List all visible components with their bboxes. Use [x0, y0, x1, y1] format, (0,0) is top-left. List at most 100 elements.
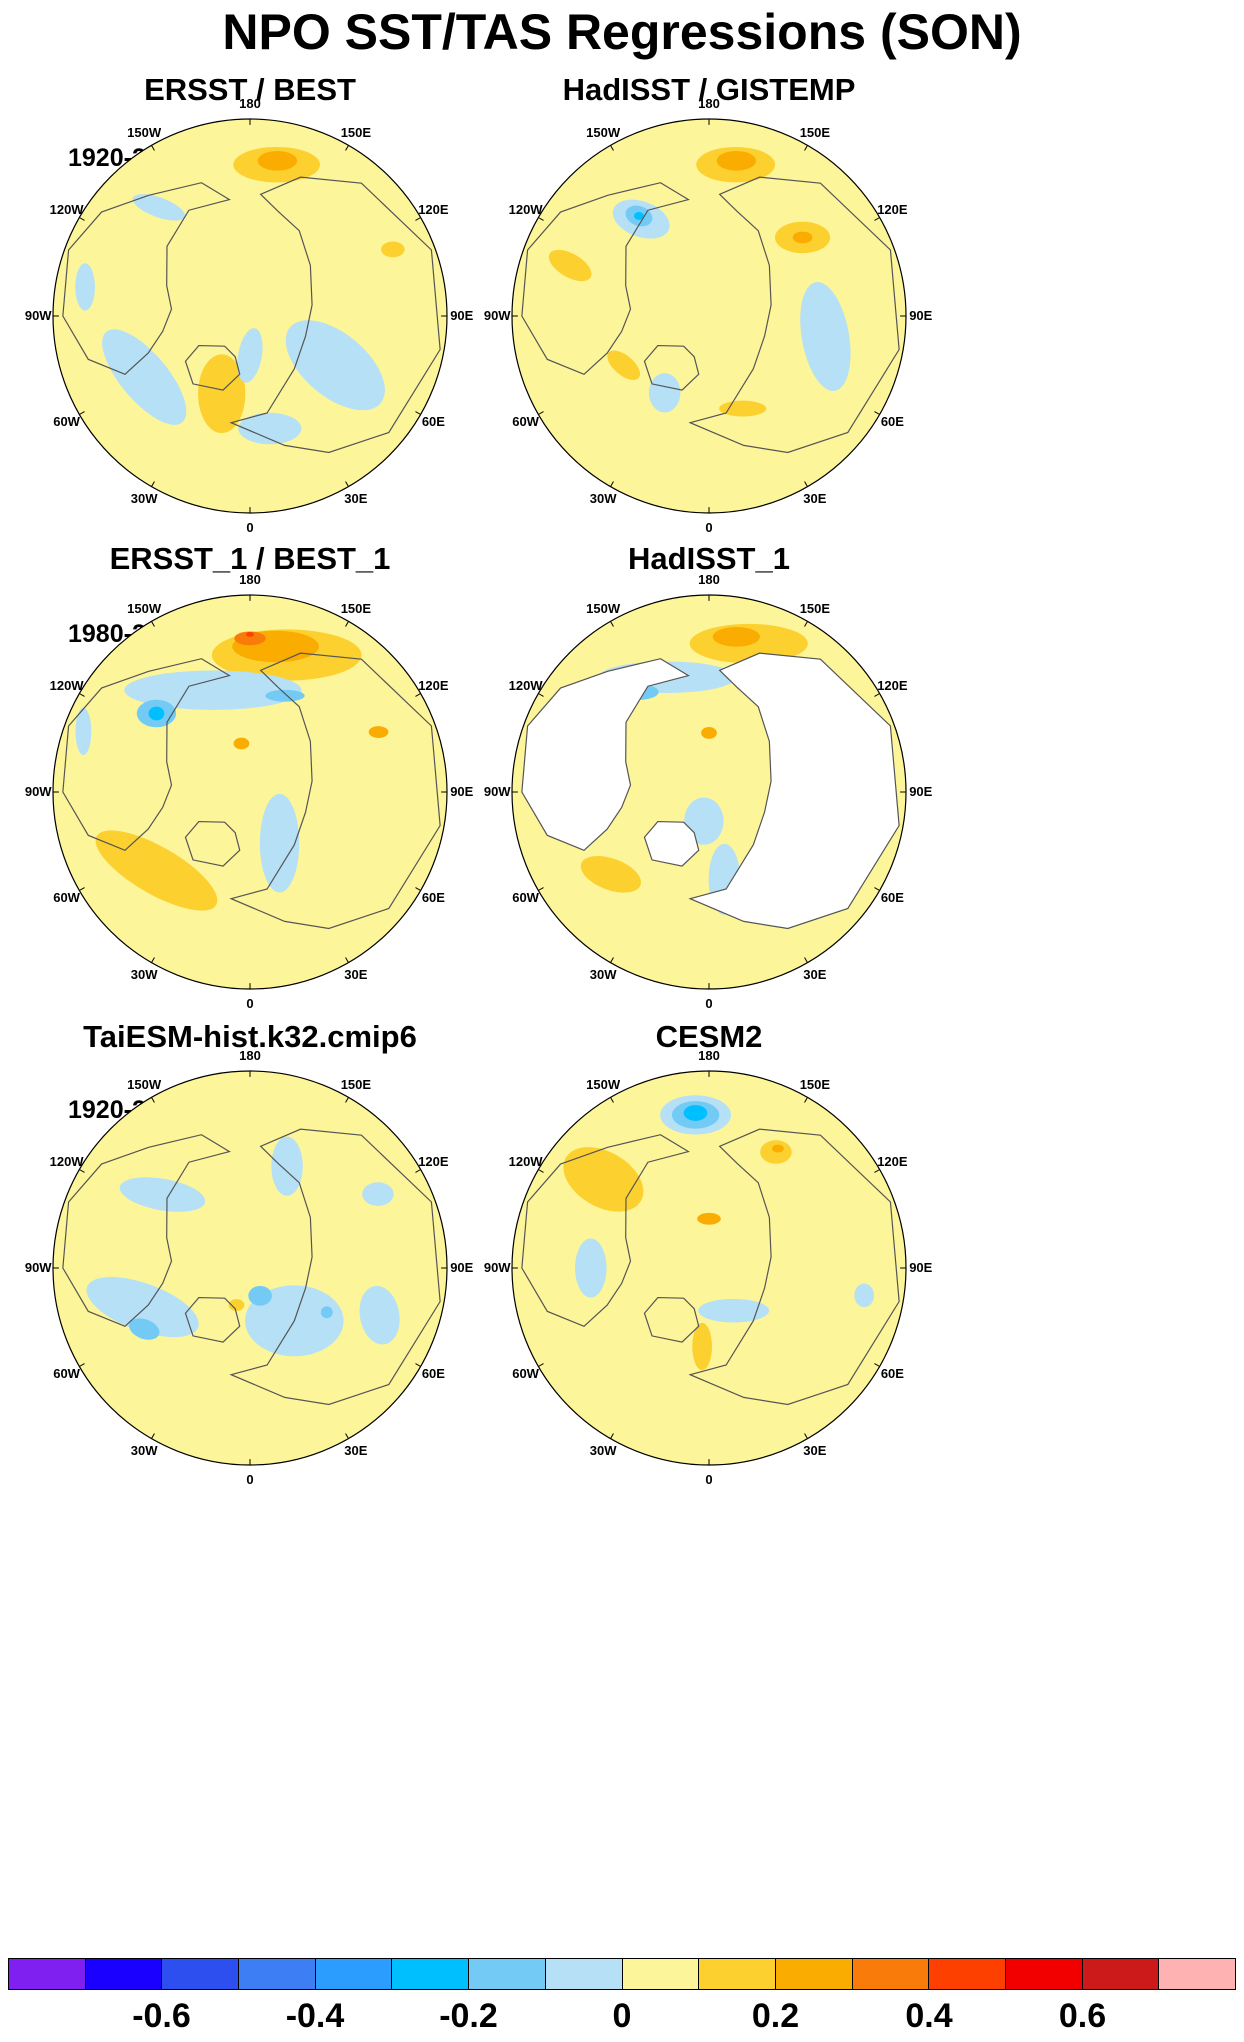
coastline	[688, 1128, 900, 1406]
polar-map	[52, 1070, 448, 1466]
coastline	[643, 1296, 700, 1343]
negative-anomaly	[102, 329, 187, 425]
longitude-label: 30E	[803, 967, 827, 983]
longitude-tick	[415, 411, 421, 415]
negative-anomaly	[248, 1285, 272, 1306]
longitude-tick	[610, 621, 614, 627]
positive-anomaly	[772, 1144, 784, 1153]
positive-anomaly	[368, 726, 389, 738]
coastline	[521, 658, 691, 851]
longitude-label: 60E	[880, 1365, 904, 1381]
longitude-label: 150E	[340, 1076, 372, 1092]
polar-map	[52, 118, 448, 514]
colorbar-swatch	[622, 1959, 700, 1989]
longitude-label: 30W	[589, 491, 617, 507]
positive-anomaly	[716, 150, 757, 171]
polar-map	[52, 594, 448, 990]
positive-anomaly	[548, 249, 592, 282]
longitude-tick	[151, 145, 155, 151]
longitude-label: 120E	[418, 678, 449, 694]
longitude-tick	[345, 957, 349, 963]
longitude-label: 120W	[508, 202, 543, 218]
longitude-label: 90W	[24, 784, 52, 799]
coastline	[688, 176, 900, 454]
colorbar	[8, 1958, 1236, 1990]
longitude-tick	[415, 693, 421, 697]
colorbar-swatch	[469, 1959, 546, 1989]
longitude-label: 150W	[127, 124, 162, 140]
longitude-tick	[804, 957, 808, 963]
longitude-label: 30W	[130, 1443, 158, 1459]
longitude-tick	[345, 1097, 349, 1103]
coastline	[184, 820, 241, 867]
longitude-label: 90W	[483, 1260, 511, 1275]
longitude-label: 0	[705, 995, 713, 1011]
coastline	[521, 182, 691, 375]
longitude-label: 0	[246, 519, 254, 535]
positive-anomaly	[697, 1212, 721, 1225]
longitude-tick	[610, 145, 614, 151]
longitude-label: 90E	[450, 784, 474, 799]
longitude-label: 90E	[909, 308, 933, 323]
panel-title: ERSST / BEST	[144, 72, 356, 107]
positive-anomaly	[381, 241, 405, 258]
longitude-label: 60W	[512, 413, 539, 429]
panel-title: TaiESM-hist.k32.cmip6	[83, 1019, 417, 1054]
longitude-label: 30W	[130, 491, 158, 507]
colorbar-tick-label: 0.4	[905, 1997, 953, 2035]
negative-anomaly	[698, 1298, 770, 1323]
longitude-label: 90W	[24, 1260, 52, 1275]
longitude-label: 150E	[340, 124, 372, 140]
longitude-label: 150W	[586, 1076, 621, 1092]
longitude-label: 150W	[127, 600, 162, 616]
longitude-tick	[79, 1363, 85, 1367]
coastline	[643, 344, 700, 391]
longitude-label: 60E	[880, 889, 904, 905]
longitude-tick	[151, 957, 155, 963]
longitude-label: 120W	[49, 678, 84, 694]
colorbar-tick-label: 0	[612, 1997, 632, 2035]
colorbar-tick-label: 0.2	[751, 1997, 800, 2035]
colorbar-swatch	[392, 1959, 470, 1989]
longitude-label: 60W	[512, 1365, 539, 1381]
coastline	[643, 820, 700, 867]
colorbar-swatch	[852, 1959, 930, 1989]
longitude-tick	[538, 1363, 544, 1367]
negative-anomaly	[132, 194, 185, 221]
longitude-label: 120E	[418, 1154, 449, 1170]
longitude-label: 60W	[53, 889, 80, 905]
longitude-tick	[874, 217, 880, 221]
longitude-tick	[610, 1097, 614, 1103]
longitude-tick	[415, 1363, 421, 1367]
longitude-label: 180	[698, 1048, 720, 1064]
longitude-tick	[151, 1433, 155, 1439]
negative-anomaly	[634, 212, 644, 220]
colorbar-swatch	[162, 1959, 240, 1989]
longitude-label: 90E	[909, 784, 933, 799]
longitude-label: 30E	[344, 1443, 368, 1459]
coastline	[184, 1296, 241, 1343]
longitude-tick	[538, 887, 544, 891]
longitude-tick	[804, 145, 808, 151]
colorbar-swatch	[929, 1959, 1006, 1989]
colorbar-swatch	[775, 1959, 853, 1989]
longitude-tick	[345, 1433, 349, 1439]
longitude-tick	[610, 957, 614, 963]
longitude-label: 90W	[483, 784, 511, 799]
longitude-label: 90E	[450, 1260, 474, 1275]
longitude-label: 180	[239, 572, 261, 588]
longitude-tick	[538, 217, 544, 221]
longitude-label: 120W	[508, 678, 543, 694]
negative-anomaly	[854, 1283, 875, 1308]
colorbar-tick-label: 0.6	[1058, 1997, 1107, 2035]
colorbar-swatch	[1082, 1959, 1160, 1989]
negative-anomaly	[271, 1136, 303, 1196]
panel-title: ERSST_1 / BEST_1	[109, 541, 391, 576]
panel-title: HadISST_1	[628, 541, 790, 576]
positive-anomaly	[246, 632, 254, 637]
figure-title: NPO SST/TAS Regressions (SON)	[222, 4, 1022, 60]
longitude-label: 150E	[799, 124, 831, 140]
polar-map	[511, 1070, 907, 1466]
longitude-label: 180	[698, 96, 720, 112]
longitude-label: 120E	[877, 1154, 908, 1170]
